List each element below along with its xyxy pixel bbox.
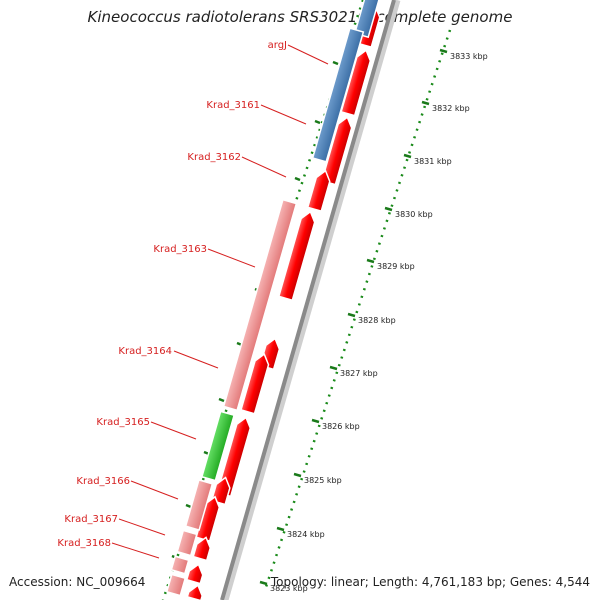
cds-pale-bottom — [165, 573, 187, 597]
forward-cds-12 — [185, 563, 204, 585]
scale-label-3: 3831 kbp — [414, 157, 452, 166]
backbone-shadow — [221, 0, 401, 600]
scale-tick-11 — [259, 580, 268, 586]
scale-label-7: 3827 kbp — [340, 369, 378, 378]
scale-label-2: 3832 kbp — [432, 104, 470, 113]
leader-line-1 — [287, 44, 329, 65]
gene-features — [165, 0, 381, 600]
cds-pale-krad3168 — [170, 555, 190, 575]
outer-tick-track — [263, 29, 452, 591]
gene-labels: argJ Krad_3161 Krad_3162 Krad_3163 Krad_3164… — [57, 40, 287, 549]
scale-tick-9 — [293, 472, 302, 478]
forward-cds-13 — [186, 584, 203, 600]
scale-tick-7 — [329, 365, 338, 371]
leader-line-6 — [150, 421, 197, 440]
gene-label-krad-3163[interactable]: Krad_3163 — [153, 244, 207, 255]
scale-label-11: 3823 kbp — [270, 584, 308, 593]
scale-label-10: 3824 kbp — [287, 530, 325, 539]
forward-cds-9 — [210, 476, 231, 506]
scale-tick-4 — [384, 206, 393, 212]
gene-label-krad-3162[interactable]: Krad_3162 — [187, 152, 241, 163]
scale-label-6: 3828 kbp — [358, 316, 396, 325]
inner-tick-3 — [294, 176, 301, 182]
gene-label-krad-3167[interactable]: Krad_3167 — [64, 514, 118, 525]
gene-label-krad-3168[interactable]: Krad_3168 — [57, 538, 111, 549]
gene-label-krad-3164[interactable]: Krad_3164 — [118, 346, 172, 357]
cds-pale-krad3166 — [184, 479, 214, 531]
scale-tick-3 — [403, 153, 412, 159]
scale-tick-6 — [347, 312, 356, 318]
scale-tick-2 — [421, 100, 430, 106]
forward-cds-11 — [192, 536, 212, 562]
scale-ticks: 3833 kbp 3832 kbp 3831 kbp 3830 kbp 3829 kbp… — [259, 48, 488, 593]
inner-tick-2 — [314, 119, 321, 125]
scale-tick-5 — [366, 258, 375, 264]
leader-line-8 — [118, 518, 166, 536]
backbone — [220, 0, 396, 600]
gene-label-krad-3161[interactable]: Krad_3161 — [206, 100, 260, 111]
scale-label-1: 3833 kbp — [450, 52, 488, 61]
leader-line-3 — [241, 156, 287, 178]
genome-summary: Topology: linear; Length: 4,761,183 bp; … — [270, 575, 590, 589]
inner-tick-1 — [332, 60, 339, 66]
inner-tick-7 — [218, 397, 225, 403]
scale-label-4: 3830 kbp — [395, 210, 433, 219]
label-leaders — [111, 44, 329, 559]
page-title: Kineococcus radiotolerans SRS30216, comp… — [87, 8, 513, 26]
scale-tick-10 — [276, 526, 285, 532]
gene-label-argj[interactable]: argJ — [268, 40, 287, 51]
cds-pale-krad3163 — [222, 198, 298, 412]
scale-tick-1 — [439, 48, 448, 54]
leader-line-9 — [111, 542, 160, 559]
leader-line-7 — [130, 480, 179, 500]
scale-label-5: 3829 kbp — [377, 262, 415, 271]
leader-line-4 — [207, 248, 256, 268]
leader-line-5 — [173, 350, 219, 369]
cds-pale-krad3167 — [176, 529, 198, 557]
scale-tick-8 — [311, 418, 320, 424]
gene-label-krad-3165[interactable]: Krad_3165 — [96, 417, 150, 428]
scale-label-9: 3825 kbp — [304, 476, 342, 485]
forward-cds-7 — [240, 352, 270, 415]
accession-label: Accession: NC_009664 — [9, 575, 146, 589]
forward-cds-4 — [306, 169, 331, 213]
cds-blue-argJ — [311, 27, 365, 163]
scale-label-8: 3826 kbp — [322, 422, 360, 431]
leader-line-2 — [260, 104, 307, 125]
forward-cds-3 — [320, 116, 353, 186]
forward-cds-5 — [277, 210, 316, 302]
cds-green-krad3165 — [200, 410, 236, 482]
inner-tick-9 — [185, 503, 192, 509]
gene-label-krad-3166[interactable]: Krad_3166 — [76, 476, 130, 487]
